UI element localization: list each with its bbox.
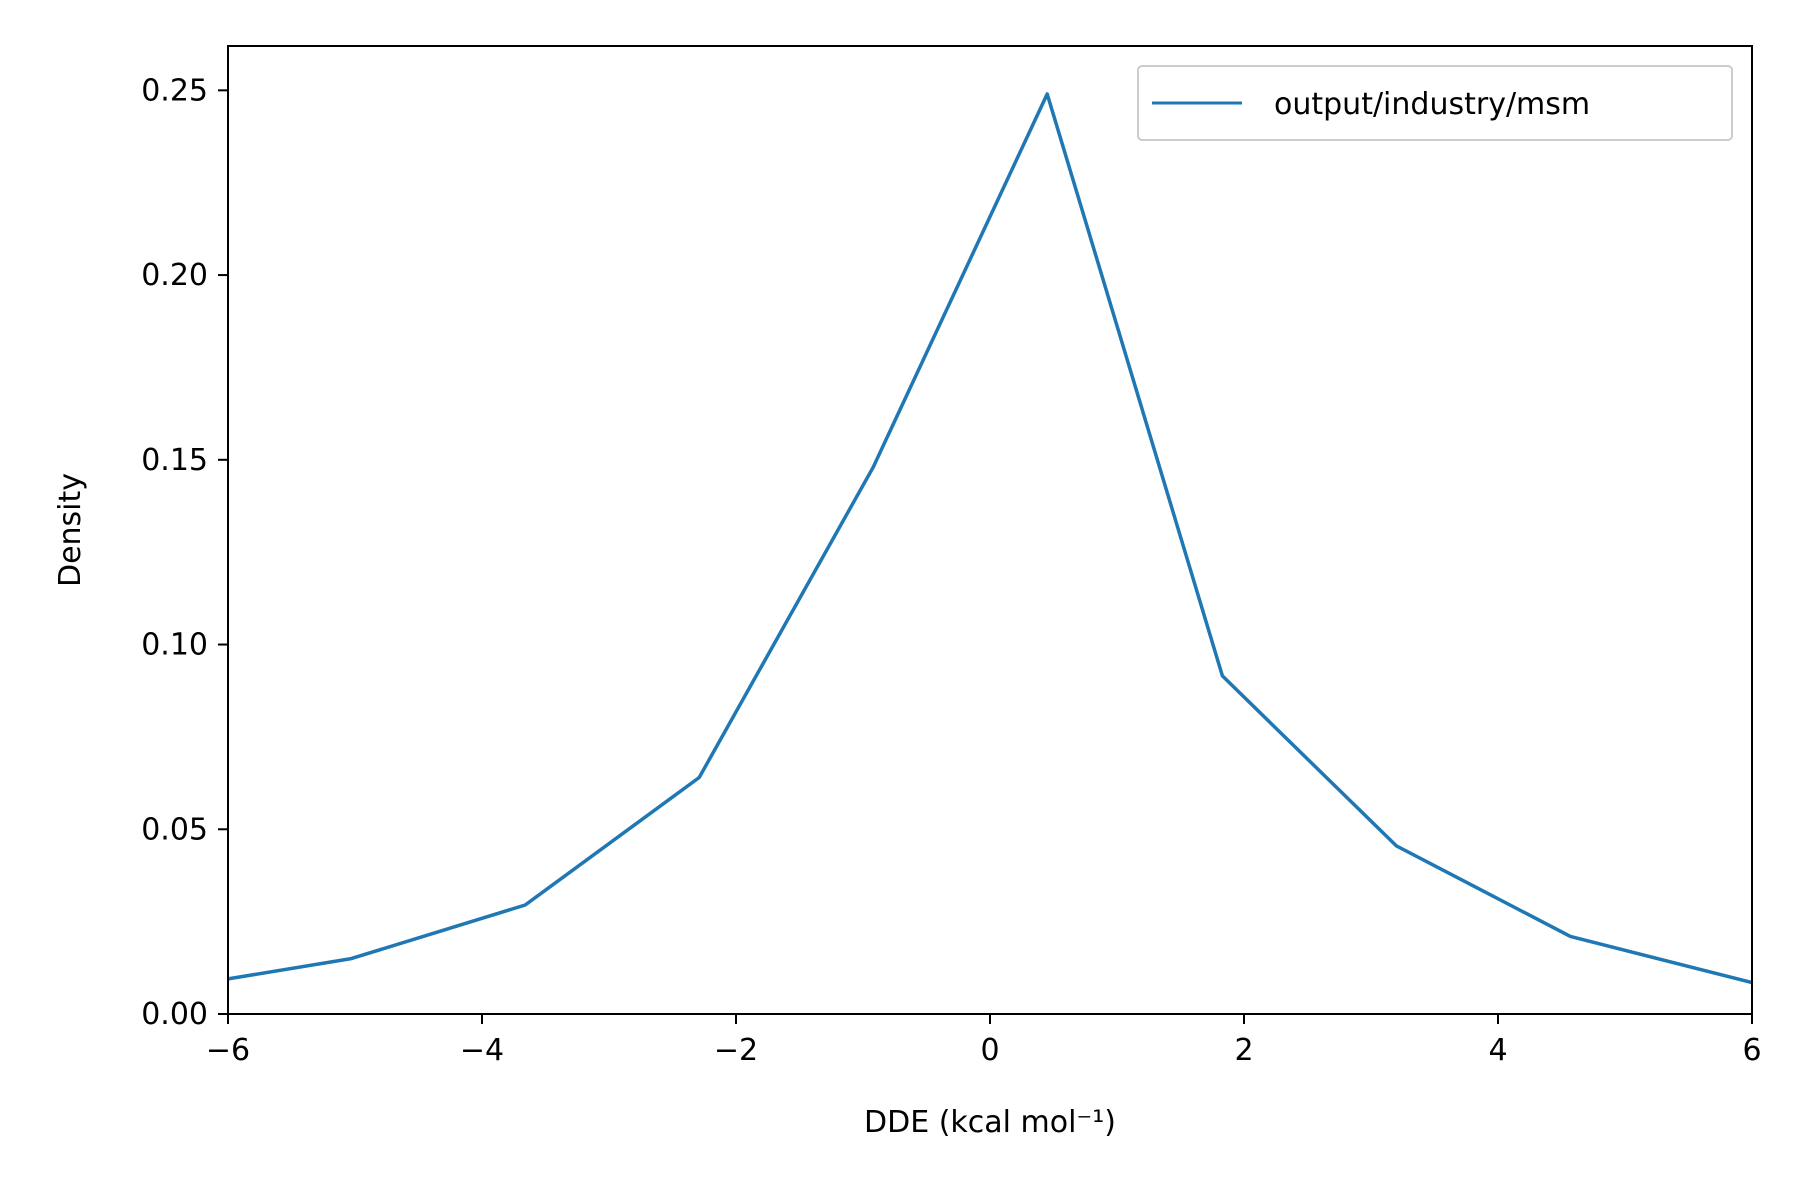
- y-tick-label: 0.15: [141, 443, 208, 478]
- y-axis: 0.00 0.05 0.10 0.15 0.20 0.25: [141, 73, 228, 1032]
- x-tick-label: 4: [1488, 1033, 1507, 1068]
- x-tick-label: 2: [1234, 1033, 1253, 1068]
- y-axis-label: Density: [53, 473, 88, 587]
- x-tick-label: 6: [1742, 1033, 1761, 1068]
- legend: output/industry/msm: [1137, 65, 1733, 141]
- legend-label-output-industry-msm: output/industry/msm: [1274, 87, 1590, 122]
- y-tick-label: 0.05: [141, 812, 208, 847]
- x-tick-label: −6: [206, 1033, 250, 1068]
- y-tick-label: 0.20: [141, 258, 208, 293]
- x-axis: −6 −4 −2 0 2 4 6: [206, 1014, 1762, 1068]
- x-axis-label: DDE (kcal mol⁻¹): [864, 1105, 1116, 1140]
- series-line-output-industry-msm: [227, 92, 1753, 985]
- series-layer: [227, 92, 1753, 985]
- x-tick-label: 0: [980, 1033, 999, 1068]
- y-tick-label: 0.00: [141, 997, 208, 1032]
- x-tick-label: −2: [714, 1033, 758, 1068]
- y-tick-label: 0.25: [141, 73, 208, 108]
- legend-box: [1137, 65, 1733, 141]
- x-tick-label: −4: [460, 1033, 504, 1068]
- y-tick-label: 0.10: [141, 628, 208, 663]
